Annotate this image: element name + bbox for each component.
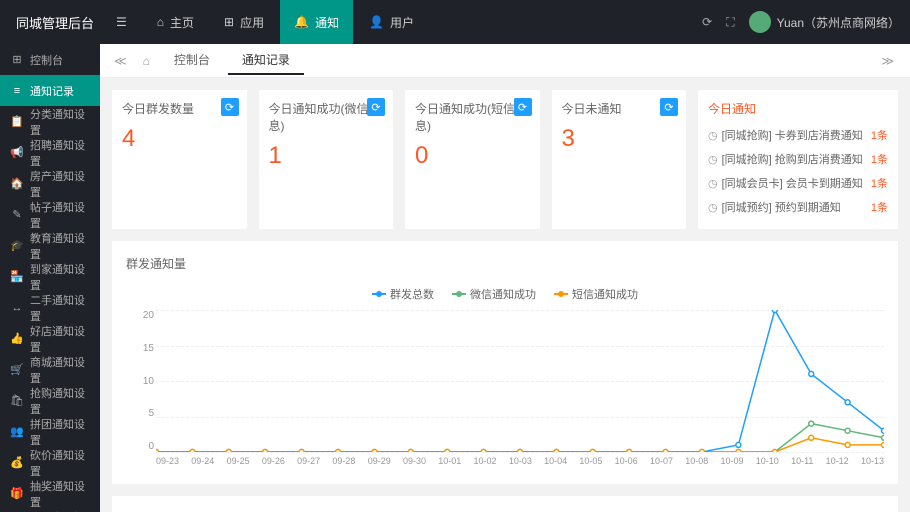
sidebar-item-2[interactable]: 📋分类通知设置 [0,106,100,137]
sidebar-item-4[interactable]: 🏠房产通知设置 [0,168,100,199]
sidebar-icon: 👍 [10,332,24,345]
chart-title: 群发通知量 [126,255,884,272]
chart-plot [156,310,884,452]
refresh-stat-icon[interactable]: ⟳ [660,98,678,116]
sidebar-icon: 🏪 [10,270,24,283]
sidebar-icon: ↔ [10,302,24,314]
refresh-stat-icon[interactable]: ⟳ [221,98,239,116]
notify-item[interactable]: ◷[同城预约] 预约到期通知1条 [708,195,888,219]
top-bar: 同城管理后台 ☰ ⌂主页 ⊞应用 🔔通知 👤用户 ⟳ ⛶ Yuan（苏州点商网络… [0,0,910,44]
tab-notify-log[interactable]: 通知记录 [228,47,304,75]
legend-item[interactable]: 微信通知成功 [452,286,536,302]
sidebar-icon: 💰 [10,456,24,469]
sidebar-item-10[interactable]: 🛒商城通知设置 [0,354,100,385]
nav-menu-toggle[interactable]: ☰ [102,0,141,44]
sidebar-item-8[interactable]: ↔二手通知设置 [0,292,100,323]
main-area: ≪ ⌂ 控制台 通知记录 ≫ 今日群发数量 4 ⟳ 今日通知成功(微信消息) 1… [100,44,910,512]
nav-notify[interactable]: 🔔通知 [280,0,353,44]
legend-item[interactable]: 短信通知成功 [554,286,638,302]
nav-home[interactable]: ⌂主页 [143,0,208,44]
sidebar-icon: 👥 [10,425,24,438]
tabs-prev-icon[interactable]: ≪ [108,54,133,68]
nav-app[interactable]: ⊞应用 [210,0,278,44]
tab-bar: ≪ ⌂ 控制台 通知记录 ≫ [100,44,910,78]
sidebar-icon: 🛒 [10,363,24,376]
sidebar-item-3[interactable]: 📢招聘通知设置 [0,137,100,168]
user-name: Yuan（苏州点商网络） [777,14,900,31]
sidebar-icon: ≡ [10,85,24,97]
notify-item[interactable]: ◷[同城抢购] 抢购到店消费通知1条 [708,147,888,171]
sidebar-item-9[interactable]: 👍好店通知设置 [0,323,100,354]
tabs-more-icon[interactable]: ≫ [873,54,902,68]
stat-card-sms-success: 今日通知成功(短信消息) 0 ⟳ [405,90,540,229]
stat-card-wechat-success: 今日通知成功(微信消息) 1 ⟳ [259,90,394,229]
sidebar-item-7[interactable]: 🏪到家通知设置 [0,261,100,292]
tab-console[interactable]: 控制台 [160,47,224,75]
sidebar-icon: ✎ [10,208,24,221]
sidebar-icon: 🏠 [10,177,24,190]
sidebar-item-14[interactable]: 🎁抽奖通知设置 [0,478,100,509]
line-chart: 20151050 09-2309-2409-2509-2609-2709-280… [156,310,884,470]
sidebar-icon: 📢 [10,146,24,159]
avatar [749,11,771,33]
nav-user[interactable]: 👤用户 [355,0,428,44]
sidebar-item-6[interactable]: 🎓教育通知设置 [0,230,100,261]
sidebar-icon: 🎁 [10,487,24,500]
sidebar-item-0[interactable]: ⊞控制台 [0,44,100,75]
notify-item[interactable]: ◷[同城抢购] 卡券到店消费通知1条 [708,123,888,147]
sidebar-item-12[interactable]: 👥拼团通知设置 [0,416,100,447]
y-axis: 20151050 [130,310,154,452]
sidebar-item-1[interactable]: ≡通知记录 [0,75,100,106]
stat-card-send-count: 今日群发数量 4 ⟳ [112,90,247,229]
sidebar-icon: 🎓 [10,239,24,252]
sidebar-item-13[interactable]: 💰砍价通知设置 [0,447,100,478]
sidebar-icon: ⊞ [10,53,24,66]
cache-settings-panel: 缓存设置 缓存执行链接：http://████████/plugin.php?i… [112,496,898,512]
notify-item[interactable]: ◷[同城会员卡] 会员卡到期通知1条 [708,171,888,195]
stat-card-unsent: 今日未通知 3 ⟳ [552,90,687,229]
sidebar: ⊞控制台≡通知记录📋分类通知设置📢招聘通知设置🏠房产通知设置✎帖子通知设置🎓教育… [0,44,100,512]
refresh-icon[interactable]: ⟳ [702,15,712,29]
sidebar-item-5[interactable]: ✎帖子通知设置 [0,199,100,230]
app-logo: 同城管理后台 [10,13,102,32]
sidebar-icon: 📋 [10,115,24,128]
tabs-home-icon[interactable]: ⌂ [137,54,156,68]
legend-item[interactable]: 群发总数 [372,286,434,302]
top-nav: ☰ ⌂主页 ⊞应用 🔔通知 👤用户 [102,0,428,44]
today-notification-panel: 今日通知 ◷[同城抢购] 卡券到店消费通知1条◷[同城抢购] 抢购到店消费通知1… [698,90,898,229]
chart-panel: 群发通知量 群发总数 微信通知成功 短信通知成功 20151050 09-2309-… [112,241,898,484]
chart-legend: 群发总数 微信通知成功 短信通知成功 [126,286,884,302]
sidebar-item-11[interactable]: 🛍抢购通知设置 [0,385,100,416]
refresh-stat-icon[interactable]: ⟳ [514,98,532,116]
sidebar-icon: 🛍 [10,394,24,407]
user-menu[interactable]: Yuan（苏州点商网络） [749,11,900,33]
refresh-stat-icon[interactable]: ⟳ [367,98,385,116]
fullscreen-icon[interactable]: ⛶ [726,15,734,30]
x-axis: 09-2309-2409-2509-2609-2709-2809-2909-30… [156,456,884,470]
